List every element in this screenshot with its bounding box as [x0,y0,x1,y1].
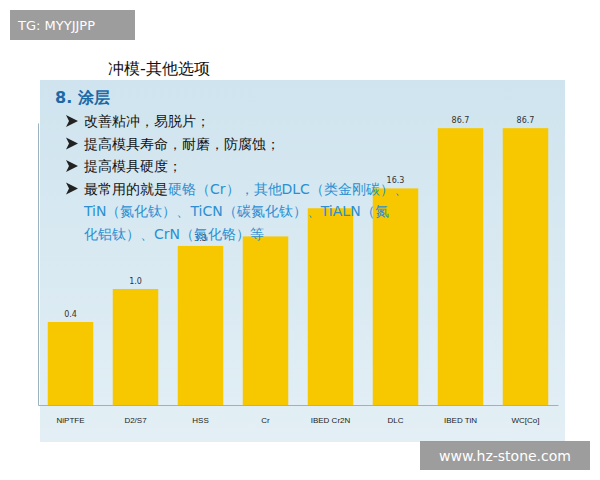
bullet-marker [66,183,78,195]
bullet: 提高模具硬度； [84,158,182,174]
bar [438,128,484,405]
bullet-marker [66,160,78,172]
x-tick-label: HSS [192,416,208,425]
bar [178,246,224,405]
bullet-highlight: TiN（氮化钛）、TiCN（碳氮化钛）、TiALN（氮 [83,203,389,219]
y-axis-line [38,124,39,406]
data-label: 0.4 [64,310,77,319]
x-tick-label: IBED Cr2N [311,416,351,425]
x-tick-label: DLC [387,416,403,425]
x-tick-label: WC[Co] [512,416,540,425]
bar [373,188,419,405]
x-tick: D2/S7 [124,405,147,425]
bar [503,128,549,405]
x-tick-label: D2/S7 [124,416,147,425]
x-tick-label: Cr [261,416,270,425]
bullet: 最常用的就是硬铬（Cr），其他DLC（类金刚碳）、 [84,181,408,197]
data-label: 86.7 [517,116,535,125]
bullet: 改善粘冲，易脱片； [84,113,210,129]
panel [40,80,565,442]
data-label: 1.0 [129,277,142,286]
x-tick: NiPTFE [57,405,85,425]
x-tick: IBED Cr2N [311,405,351,425]
y-axis [38,124,39,406]
bar [243,236,289,405]
bullet-marker [66,115,78,127]
bullet-marker [66,138,78,150]
x-tick: DLC [387,405,403,425]
heading: 8. 涂层 [55,88,110,107]
bars [48,128,549,405]
bar [113,289,159,405]
watermark: TG: MYYJJPP [17,18,95,33]
x-axis: NiPTFE D2/S7 HSS Cr IBED Cr2N DLC IBED TiN WC[C… [39,405,559,425]
x-tick-label: IBED TiN [444,416,477,425]
watermark-box [10,10,135,40]
x-tick: WC[Co] [512,405,540,425]
bullet-highlight: 化铝钛）、CrN（氮化铬）等 [84,226,264,242]
x-tick: Cr [261,405,270,425]
bullet: 提高模具寿命，耐磨，防腐蚀； [84,136,280,152]
data-labels: 0.41.03.316.386.786.7 [64,116,534,319]
title: 冲模-其他选项 [108,59,210,78]
site: www.hz-stone.com [439,448,571,464]
canvas: NiPTFE D2/S7 HSS Cr IBED Cr2N DLC IBED TiN WC[C… [0,0,600,480]
site-box [420,441,590,470]
bullet-lead: 最常用的就是 [84,181,168,197]
text-block: 冲模-其他选项 8. 涂层改善粘冲，易脱片； 提高模具寿命，耐磨，防腐蚀； 提高模具硬… [55,59,408,242]
bar [48,322,94,405]
x-tick: HSS [192,405,208,425]
x-tick-label: NiPTFE [57,416,85,425]
x-tick: IBED TiN [444,405,477,425]
data-label: 86.7 [452,116,470,125]
x-axis-line [39,405,559,406]
bar [308,208,354,405]
bullet-highlight: 硬铬（Cr），其他DLC（类金刚碳）、 [168,181,408,197]
